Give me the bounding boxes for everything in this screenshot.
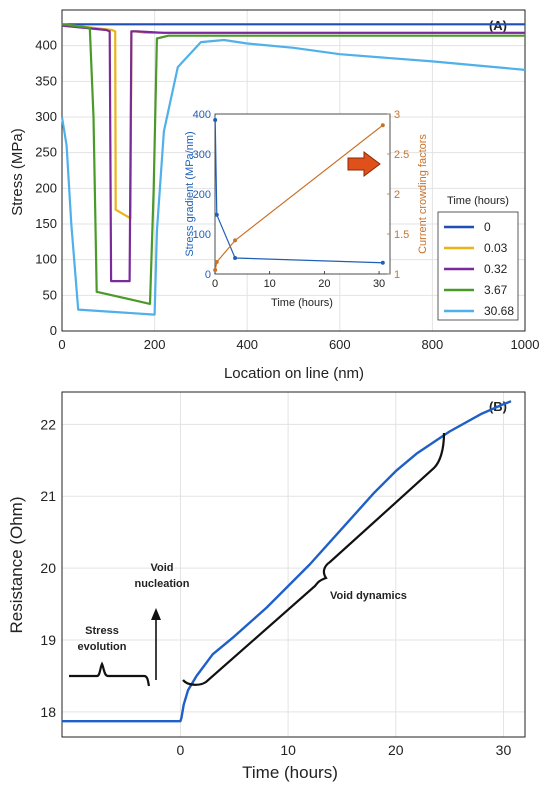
- inset-point-Current crowding factors: [214, 260, 219, 264]
- panel-a-y-axis-label: Stress (MPa): [9, 128, 26, 216]
- inset-y-tick-label: 0: [205, 269, 211, 281]
- panel-b-x-tick-label: 0: [177, 742, 185, 758]
- panel-a: (A) 0 200 400 600 800 1000 050100150200250300…: [9, 9, 539, 382]
- panel-b-y-tick-label: 21: [40, 488, 56, 504]
- series-line-30.68: [60, 38, 526, 316]
- inset-y-tick-label: 300: [193, 149, 211, 161]
- inset-y-right-tick-label: 1: [394, 269, 400, 281]
- legend: Time (hours) 0 0.03 0.32 3.67 30.68: [437, 195, 519, 321]
- panel-b-x-axis-label: Time (hours): [242, 763, 338, 782]
- inset-y-tick-label: 100: [193, 229, 211, 241]
- inset-background: [214, 113, 391, 275]
- panel-b-grid: [62, 392, 525, 737]
- inset-point-Stress gradient: [214, 212, 219, 217]
- legend-label-30.68: 30.68: [484, 304, 514, 318]
- inset-y-tick-label: 400: [193, 109, 211, 121]
- panel-b-y-tick-label: 18: [40, 704, 56, 720]
- annotation-stress: Stress evolution: [78, 625, 127, 653]
- panel-b-y-axis-label: Resistance (Ohm): [7, 497, 26, 634]
- inset-line-Current crowding factors: [214, 124, 384, 271]
- inset-point-Stress gradient: [213, 118, 218, 122]
- legend-box: [437, 211, 519, 321]
- inset-x-tick-label: 0: [212, 278, 218, 290]
- panel-b-x-tick-label: 30: [496, 742, 512, 758]
- panel-a-y-tick-label: 0: [50, 323, 57, 338]
- inset-line-Stress gradient: [214, 119, 383, 264]
- legend-items: 0 0.03 0.32 3.67 30.68: [444, 220, 514, 318]
- panel-a-y-tick-label: 400: [35, 38, 57, 53]
- annotation-void-nucleation-line: Void: [150, 562, 173, 574]
- legend-label-0.03: 0.03: [484, 241, 508, 255]
- inset-y-tick-label: 200: [193, 189, 211, 201]
- inset-point-Current crowding factors: [380, 123, 385, 128]
- legend-label-0: 0: [484, 220, 491, 234]
- inset-x-axis-label: Time (hours): [271, 297, 333, 309]
- panel-a-x-axis-label: Location on line (nm): [224, 365, 364, 382]
- panel-b-x-tick-label: 10: [280, 742, 296, 758]
- panel-a-x-tick-label: 800: [422, 337, 444, 352]
- panel-a-axes-box: [61, 9, 526, 332]
- series-line-0.32: [61, 24, 525, 283]
- panel-a-x-tick-label: 1000: [511, 337, 540, 352]
- panel-a-x-tick-label: 400: [236, 337, 258, 352]
- panel-a-y-tick-label: 50: [43, 287, 57, 302]
- inset-point-Current crowding factors: [213, 268, 218, 272]
- panel-a-y-tick-label: 350: [35, 73, 57, 88]
- panel-a-x-tick-label: 600: [329, 337, 351, 352]
- inset-y-right-tick-label: 2.5: [394, 149, 409, 161]
- legend-label-3.67: 3.67: [484, 283, 508, 297]
- panel-a-x-tick-label: 200: [144, 337, 166, 352]
- panel-a-y-tick-label: 150: [35, 216, 57, 231]
- inset-y-ticks: 0 100 200 300 400: [193, 109, 211, 281]
- inset-y-right-axis-label: Current crowding factors: [417, 134, 429, 254]
- inset-point-Stress gradient: [233, 256, 238, 260]
- inset-x-tick-label: 10: [264, 278, 276, 290]
- inset-y-right-tick-label: 1.5: [394, 229, 409, 241]
- legend-title: Time (hours): [447, 195, 509, 207]
- panel-b-x-tick-label: 20: [388, 742, 404, 758]
- inset-x-tick-label: 20: [318, 278, 330, 290]
- void-dynamics-brace: [182, 432, 446, 686]
- panel-a-label: (A): [489, 18, 507, 33]
- inset-chart: 0 10 20 30 0 100 200 300 400 1 1.5 2 2.5 3 Time (ho…: [184, 109, 429, 309]
- panel-b-y-tick-label: 22: [40, 416, 56, 432]
- inset-y-right-tick-label: 3: [394, 109, 400, 121]
- annotation-stress-line: Stress: [85, 625, 119, 637]
- inset-y-right-ticks: 1 1.5 2 2.5 3: [387, 109, 409, 281]
- right-arrow-icon: [347, 151, 381, 177]
- panel-b-y-ticks: 18 19 20 21 22: [40, 416, 56, 720]
- inset-point-Current crowding factors: [233, 238, 238, 243]
- annotation-void-nucleation: Void nucleation: [134, 562, 189, 590]
- panel-b-x-ticks: 0 10 20 30: [177, 742, 512, 758]
- inset-series: [213, 118, 385, 272]
- panel-a-x-tick-label: 0: [58, 337, 65, 352]
- annotation-void-nucleation-line: nucleation: [134, 578, 189, 590]
- inset-y-right-tick-label: 2: [394, 189, 400, 201]
- panel-a-x-ticks: 0 200 400 600 800 1000: [58, 337, 539, 352]
- panel-b-y-tick-label: 19: [40, 632, 56, 648]
- panel-a-y-tick-label: 300: [35, 109, 57, 124]
- inset-x-tick-label: 30: [373, 278, 385, 290]
- panel-b-series: [62, 400, 512, 723]
- annotation-void-dynamics: Void dynamics: [330, 590, 407, 602]
- stress-evolution-brace: [68, 661, 151, 687]
- panel-a-y-ticks: 0 50 100 150 200 250 300 350 400: [35, 38, 57, 338]
- panel-b-y-tick-label: 20: [40, 560, 56, 576]
- inset-x-ticks: 0 10 20 30: [212, 271, 385, 290]
- panel-b-axes-box: [61, 391, 526, 738]
- panel-a-series: [60, 23, 526, 316]
- up-arrow-icon: [151, 608, 161, 680]
- annotation-stress-line: evolution: [78, 641, 127, 653]
- panel-a-y-tick-label: 250: [35, 145, 57, 160]
- series-line-resistance: [62, 400, 512, 723]
- inset-y-axis-label: Stress gradient (MPa/nm): [184, 131, 196, 256]
- series-line-3.67: [61, 23, 525, 305]
- panel-a-y-tick-label: 200: [35, 180, 57, 195]
- inset-point-Stress gradient: [380, 260, 385, 265]
- legend-label-0.32: 0.32: [484, 262, 508, 276]
- panel-a-y-tick-label: 100: [35, 252, 57, 267]
